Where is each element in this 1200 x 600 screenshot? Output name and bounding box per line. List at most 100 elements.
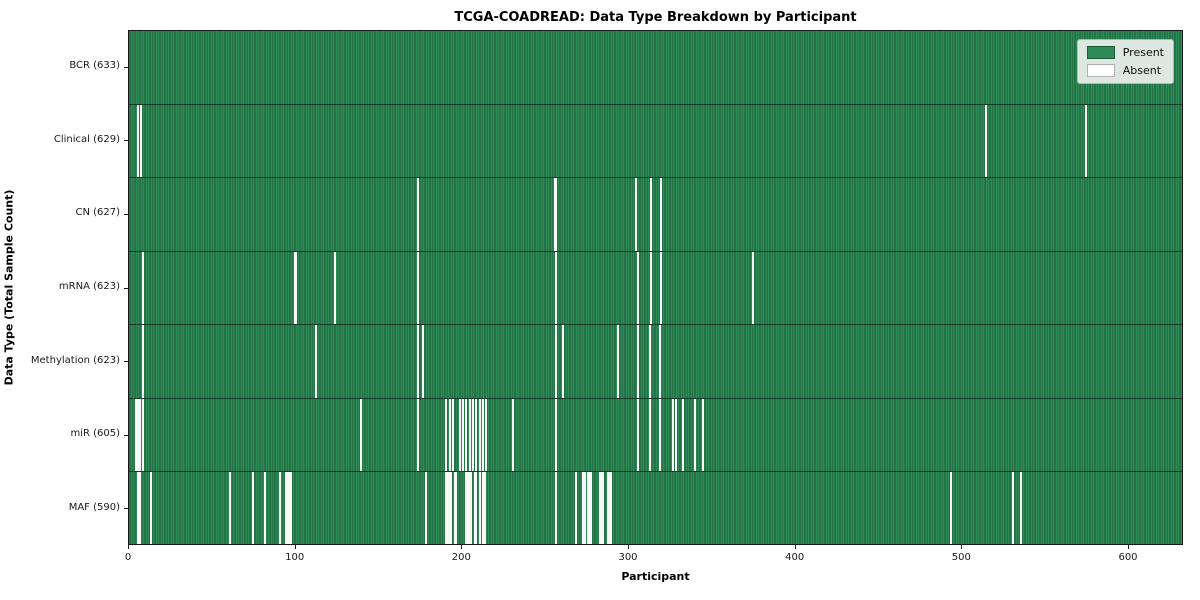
absent-mark: [555, 178, 558, 251]
absent-mark: [512, 398, 515, 472]
absent-mark: [637, 398, 640, 472]
absent-mark: [228, 472, 231, 544]
absent-mark: [950, 472, 953, 544]
xtick-label-500: 500: [951, 552, 971, 563]
absent-mark: [610, 472, 613, 544]
ytick-mark: [124, 213, 128, 215]
absent-mark: [483, 472, 486, 544]
ytick-label-Methylation: Methylation (623): [30, 354, 120, 366]
absent-mark: [478, 472, 481, 544]
absent-mark: [590, 472, 593, 544]
absent-mark: [635, 178, 638, 251]
absent-mark: [333, 251, 336, 325]
absent-mark: [448, 472, 451, 544]
absent-mark: [660, 178, 663, 251]
absent-mark: [315, 325, 318, 398]
absent-mark: [473, 472, 476, 544]
absent-mark: [1020, 472, 1023, 544]
xtick-mark: [961, 545, 963, 549]
absent-mark: [360, 398, 363, 472]
absent-mark: [285, 472, 288, 544]
absent-mark: [650, 251, 653, 325]
absent-mark: [555, 251, 558, 325]
absent-mark: [138, 398, 141, 472]
absent-mark: [682, 398, 685, 472]
absent-mark: [637, 251, 640, 325]
absent-mark: [482, 472, 485, 544]
ytick-mark: [124, 66, 128, 68]
ytick-mark: [124, 140, 128, 142]
ytick-label-MAF: MAF (590): [68, 501, 120, 513]
absent-mark: [288, 472, 291, 544]
absent-mark: [137, 398, 140, 472]
heatmap-row-BCR: [129, 31, 1182, 105]
xtick-label-300: 300: [618, 552, 638, 563]
absent-mark: [142, 251, 145, 325]
absent-mark: [602, 472, 605, 544]
absent-mark: [702, 398, 705, 472]
xtick-mark: [128, 545, 129, 549]
absent-mark: [252, 472, 255, 544]
ytick-mark: [124, 508, 128, 510]
absent-mark: [553, 178, 556, 251]
absent-mark: [555, 398, 558, 472]
legend-entry-absent: Absent: [1086, 64, 1164, 77]
ytick-label-BCR: BCR (633): [69, 60, 120, 72]
xtick-label-600: 600: [1118, 552, 1138, 563]
absent-mark: [417, 398, 420, 472]
absent-mark: [985, 104, 988, 178]
xtick-label-200: 200: [451, 552, 471, 563]
absent-mark: [458, 398, 461, 472]
ytick-label-Clinical: Clinical (629): [53, 133, 120, 145]
absent-mark: [455, 472, 458, 544]
absent-mark: [675, 398, 678, 472]
absent-mark: [448, 398, 451, 472]
absent-mark: [452, 398, 455, 472]
absent-mark: [287, 472, 290, 544]
absent-mark: [140, 104, 143, 178]
absent-swatch: [1086, 64, 1115, 77]
absent-mark: [1085, 104, 1088, 178]
absent-mark: [422, 325, 425, 398]
absent-mark: [562, 325, 565, 398]
ytick-mark: [124, 287, 128, 289]
absent-mark: [575, 472, 578, 544]
absent-mark: [650, 178, 653, 251]
ytick-mark: [124, 361, 128, 363]
absent-mark: [295, 251, 298, 325]
absent-mark: [462, 398, 465, 472]
absent-mark: [658, 325, 661, 398]
absent-mark: [693, 398, 696, 472]
chart-title: TCGA-COADREAD: Data Type Breakdown by Pa…: [454, 10, 857, 25]
absent-mark: [450, 472, 453, 544]
xtick-mark: [1128, 545, 1129, 549]
absent-mark: [600, 472, 603, 544]
absent-mark: [607, 472, 610, 544]
legend-label-present: Present: [1122, 46, 1164, 59]
absent-mark: [263, 472, 266, 544]
absent-mark: [453, 472, 456, 544]
x-axis-label: Participant: [621, 570, 690, 583]
ytick-label-CN: CN (627): [75, 207, 120, 219]
heatmap-row-mRNA: [129, 251, 1182, 326]
heatmap-row-Clinical: [129, 104, 1182, 179]
xtick-mark: [628, 545, 629, 549]
absent-mark: [583, 472, 586, 544]
absent-mark: [445, 472, 448, 544]
absent-mark: [150, 472, 153, 544]
legend-label-absent: Absent: [1122, 64, 1162, 77]
absent-mark: [555, 472, 558, 544]
absent-mark: [417, 251, 420, 325]
legend: Present Absent: [1076, 39, 1174, 84]
plot-area: Present Absent: [128, 30, 1183, 545]
absent-mark: [278, 472, 281, 544]
absent-mark: [468, 398, 471, 472]
absent-mark: [447, 472, 450, 544]
ytick-label-mRNA: mRNA (623): [58, 281, 120, 292]
absent-mark: [142, 325, 145, 398]
absent-mark: [475, 398, 478, 472]
absent-mark: [468, 472, 471, 544]
xtick-label-400: 400: [785, 552, 805, 563]
absent-mark: [138, 472, 141, 544]
